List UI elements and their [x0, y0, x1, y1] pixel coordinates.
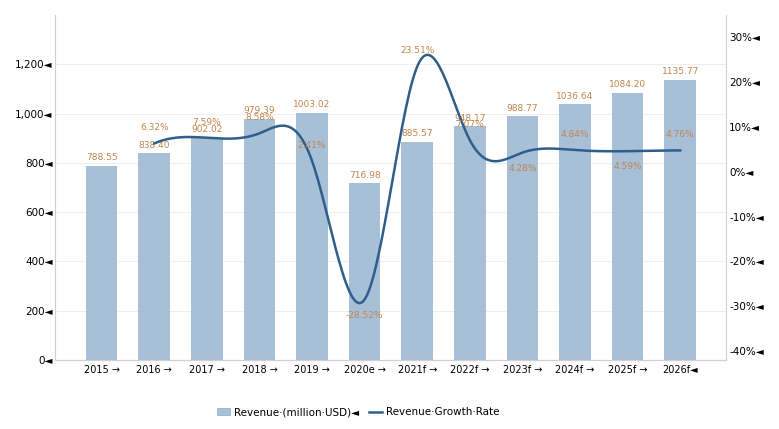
- Bar: [506, 116, 538, 360]
- Text: 1036.64: 1036.64: [556, 92, 594, 101]
- Bar: [191, 138, 223, 360]
- Text: 4.59%: 4.59%: [613, 163, 642, 171]
- Text: 948.17: 948.17: [454, 114, 485, 123]
- Text: 788.55: 788.55: [86, 153, 118, 162]
- Text: 979.39: 979.39: [244, 106, 275, 115]
- Bar: [401, 142, 433, 360]
- Text: 7.59%: 7.59%: [192, 118, 221, 127]
- Bar: [559, 105, 590, 360]
- Text: 902.02: 902.02: [191, 125, 223, 134]
- Bar: [349, 183, 380, 360]
- Bar: [244, 118, 275, 360]
- Text: 716.98: 716.98: [349, 171, 380, 180]
- Text: 4.76%: 4.76%: [666, 130, 695, 139]
- Text: 2.41%: 2.41%: [298, 141, 326, 150]
- Text: 1135.77: 1135.77: [661, 67, 699, 76]
- Text: -28.52%: -28.52%: [346, 311, 383, 320]
- Bar: [296, 113, 328, 360]
- Bar: [139, 153, 170, 360]
- Bar: [612, 93, 643, 360]
- Text: 4.84%: 4.84%: [561, 130, 589, 139]
- Bar: [86, 166, 118, 360]
- Text: 4.28%: 4.28%: [508, 164, 537, 173]
- Text: 838.40: 838.40: [139, 141, 170, 150]
- Legend: Revenue·(million·USD)◄, Revenue·Growth·Rate: Revenue·(million·USD)◄, Revenue·Growth·R…: [213, 403, 504, 422]
- Text: 988.77: 988.77: [506, 103, 538, 112]
- Text: 1003.02: 1003.02: [294, 100, 330, 109]
- Bar: [664, 80, 696, 360]
- Text: 7.07%: 7.07%: [456, 120, 485, 129]
- Text: 885.57: 885.57: [401, 129, 433, 138]
- Text: 1084.20: 1084.20: [609, 80, 646, 89]
- Text: 6.32%: 6.32%: [140, 123, 168, 132]
- Text: 23.51%: 23.51%: [400, 46, 435, 55]
- Bar: [454, 126, 485, 360]
- Text: 8.58%: 8.58%: [245, 113, 274, 122]
